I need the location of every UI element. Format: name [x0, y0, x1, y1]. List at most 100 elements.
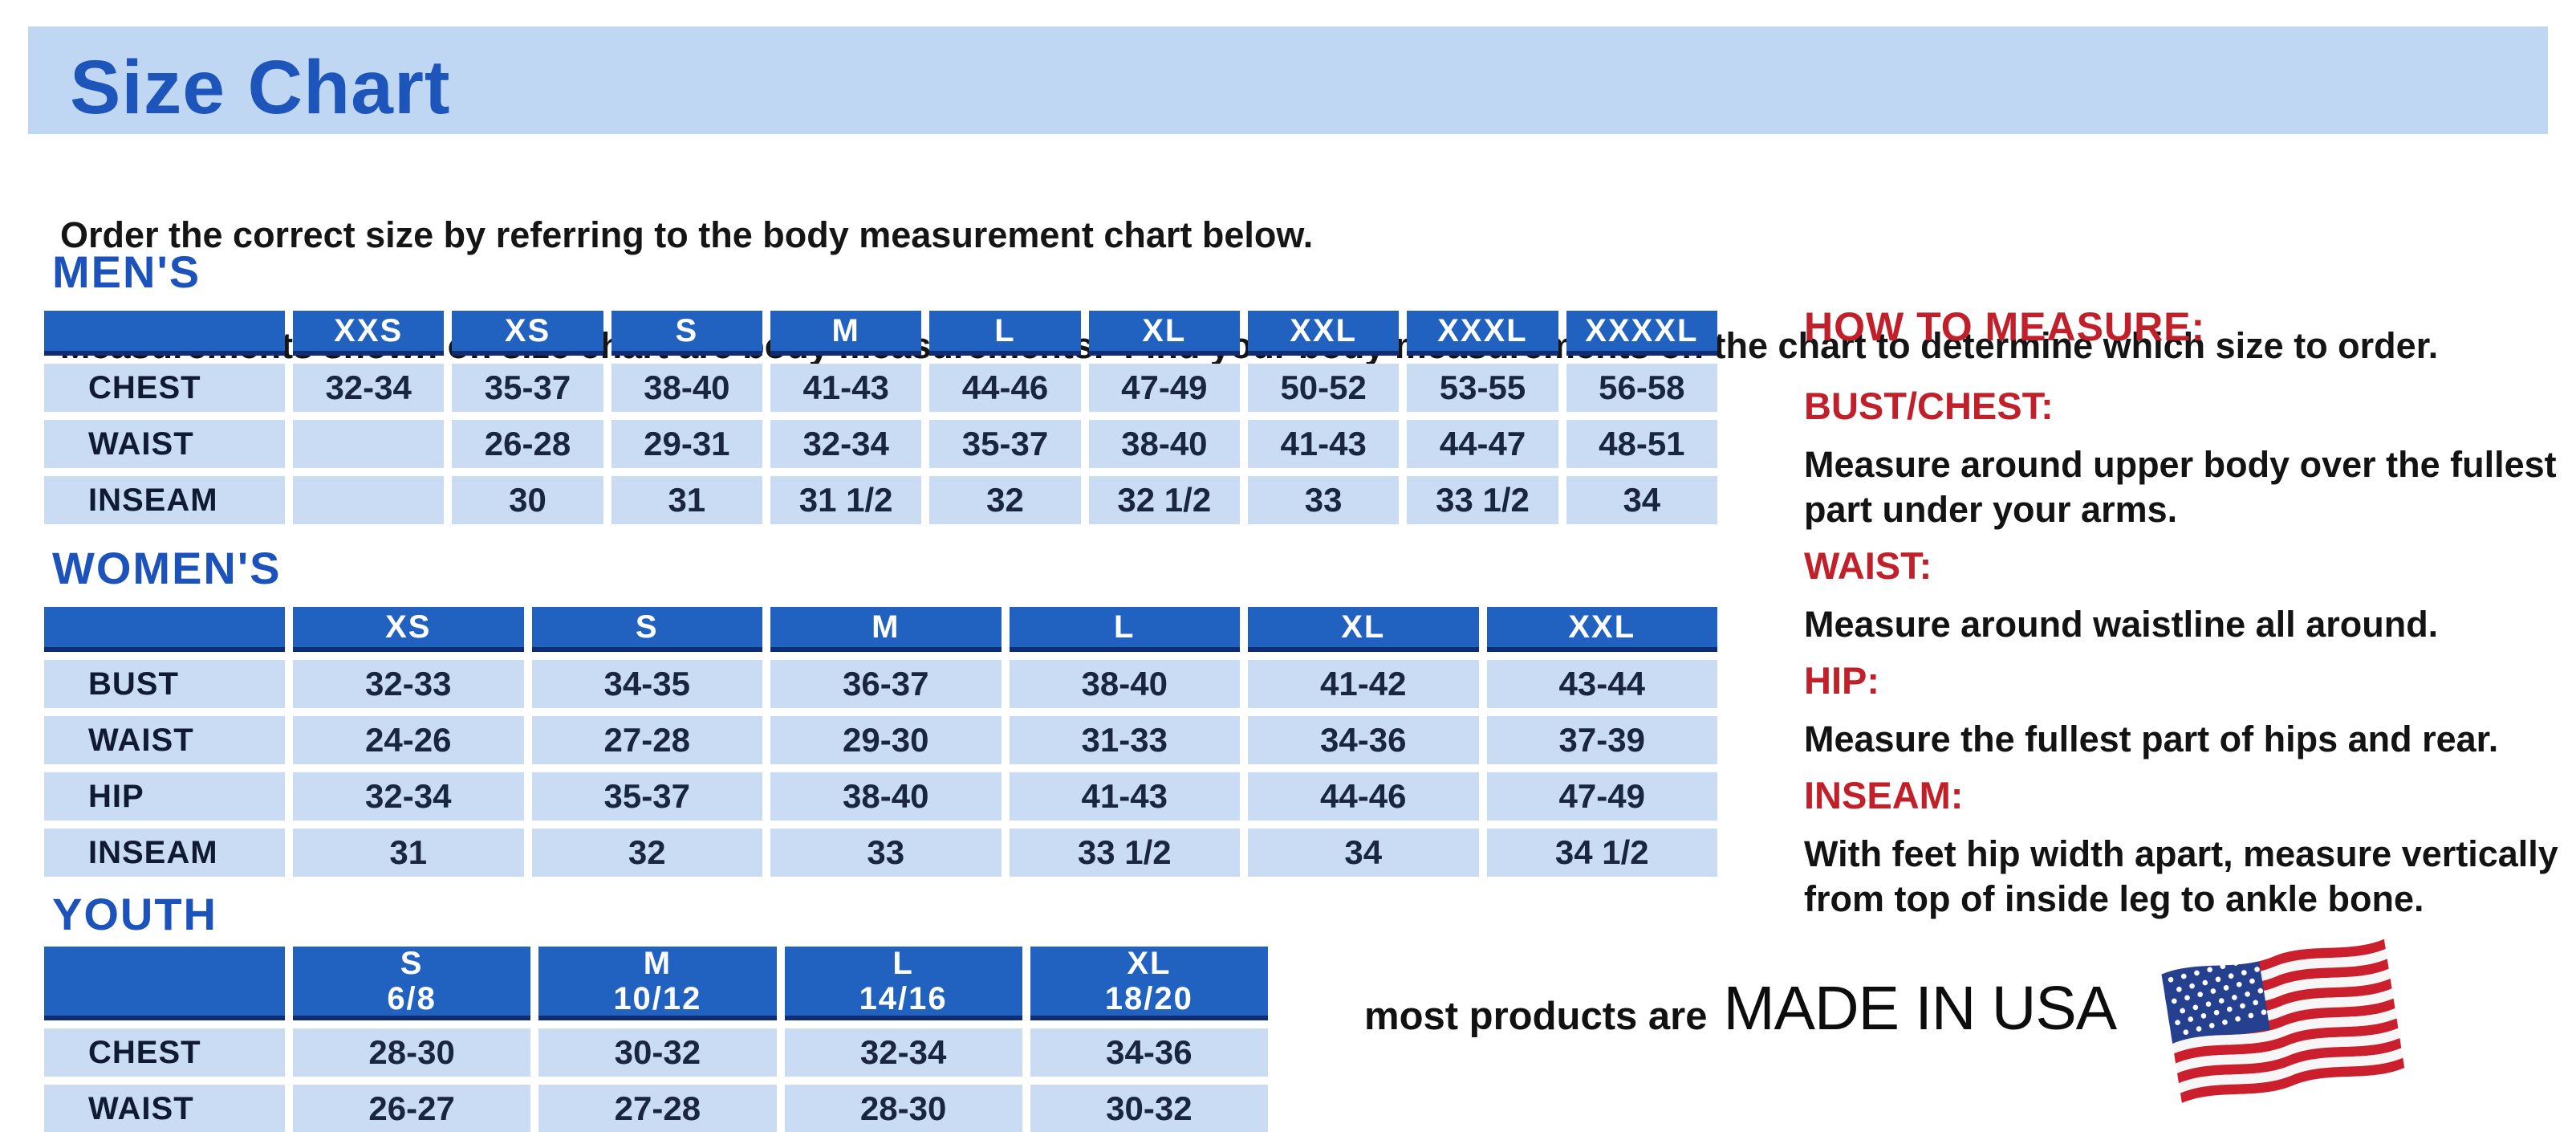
cell-hip-l: 41-43: [1009, 772, 1240, 820]
cell-chest-m: 30-32: [538, 1028, 777, 1077]
corner-cell: [44, 947, 285, 1020]
cell-waist-l: 28-30: [784, 1085, 1022, 1132]
cell-inseam-s: 32: [531, 829, 762, 877]
measure-text-hip: Measure the fullest part of hips and rea…: [1804, 719, 2499, 759]
section-heading-youth: YOUTH: [52, 889, 217, 939]
cell-waist-s: 26-27: [293, 1085, 531, 1132]
section-heading-mens: MEN'S: [52, 246, 201, 297]
cell-inseam-xxl: 34 1/2: [1486, 829, 1717, 877]
cell-waist-xs: 26-28: [452, 420, 603, 468]
title-bar: Size Chart: [28, 26, 2548, 134]
size-table-youth: S 6/8 M 10/12 L 14/16 XL 18/20 CHEST 28-30 30-32 32…: [44, 946, 1268, 1132]
col-header-s: S: [611, 311, 762, 356]
cell-bust-xxl: 43-44: [1486, 660, 1717, 708]
measure-text-inseam: With feet hip width apart, measure verti…: [1804, 833, 2558, 919]
cell-bust-xs: 32-33: [293, 660, 524, 708]
col-header-s: S: [531, 607, 762, 652]
cell-waist-l: 35-37: [929, 420, 1081, 468]
measure-text-waist: Measure around waistline all around.: [1804, 604, 2439, 645]
cell-inseam-xl: 32 1/2: [1088, 476, 1240, 524]
cell-inseam-xs: 30: [452, 476, 603, 524]
col-header-xxl: XXL: [1486, 607, 1717, 652]
col-header-xl: XL 18/20: [1030, 946, 1268, 1020]
intro-line-1: Order the correct size by referring to t…: [60, 214, 1314, 255]
row-label-bust: BUST: [44, 660, 285, 708]
measure-label-bust-chest: BUST/CHEST:: [1804, 385, 2054, 427]
cell-waist-xxl: 41-43: [1247, 420, 1400, 468]
cell-bust-s: 34-35: [531, 660, 762, 708]
cell-waist-xxl: 37-39: [1486, 716, 1717, 764]
size-table-mens: XXS XS S M L XL XXL XXXL XXXXL CHEST 32-34 35-37 38-…: [44, 311, 1717, 524]
cell-chest-xl: 47-49: [1088, 364, 1240, 412]
measure-item-inseam: INSEAM: With feet hip width apart, measu…: [1804, 773, 2576, 922]
col-header-xl: XL: [1248, 607, 1479, 652]
cell-waist-xxs: [293, 420, 445, 468]
cell-waist-xl: 34-36: [1248, 716, 1479, 764]
row-label-inseam: INSEAM: [44, 476, 285, 524]
measure-label-hip: HIP:: [1804, 659, 1879, 702]
cell-waist-s: 27-28: [531, 716, 762, 764]
cell-chest-l: 44-46: [929, 364, 1081, 412]
made-in-usa: most products are MADE IN USA: [1364, 973, 2117, 1044]
measure-item-hip: HIP: Measure the fullest part of hips an…: [1804, 658, 2576, 762]
row-label-hip: HIP: [44, 772, 285, 820]
page-title: Size Chart: [70, 45, 451, 130]
cell-chest-xxxl: 53-55: [1407, 364, 1558, 412]
cell-inseam-xxs: [293, 476, 445, 524]
cell-bust-l: 38-40: [1009, 660, 1240, 708]
cell-waist-xxxxl: 48-51: [1566, 420, 1717, 468]
tables-column: MEN'S XXS XS S M L XL XXL XXXL XXXXL CHEST 32-34 35…: [44, 246, 1721, 1132]
col-header-s: S 6/8: [293, 946, 531, 1020]
col-header-l: L: [929, 311, 1081, 356]
cell-waist-xs: 24-26: [293, 716, 524, 764]
cell-inseam-l: 32: [929, 476, 1081, 524]
cell-inseam-xxxxl: 34: [1566, 476, 1717, 524]
cell-chest-xxs: 32-34: [293, 364, 445, 412]
measure-item-bust-chest: BUST/CHEST: Measure around upper body ov…: [1804, 384, 2576, 532]
cell-waist-m: 32-34: [770, 420, 922, 468]
row-label-waist: WAIST: [44, 716, 285, 764]
col-header-m: M: [770, 311, 922, 356]
cell-inseam-xs: 31: [293, 829, 524, 877]
col-header-m: M 10/12: [538, 946, 777, 1020]
cell-waist-l: 31-33: [1009, 716, 1240, 764]
cell-chest-xs: 35-37: [452, 364, 603, 412]
made-in-usa-prefix: most products are: [1364, 995, 1708, 1038]
col-header-xxxl: XXXL: [1407, 311, 1558, 356]
cell-bust-m: 36-37: [770, 660, 1002, 708]
cell-hip-xxl: 47-49: [1486, 772, 1717, 820]
measure-label-inseam: INSEAM:: [1804, 774, 1964, 816]
col-header-xs: XS: [293, 607, 524, 652]
col-header-l: L 14/16: [784, 946, 1022, 1020]
cell-chest-m: 41-43: [770, 364, 922, 412]
corner-cell: [44, 311, 285, 356]
cell-chest-xl: 34-36: [1030, 1028, 1268, 1077]
made-in-usa-text: MADE IN USA: [1723, 974, 2117, 1043]
row-label-inseam: INSEAM: [44, 829, 285, 877]
measure-text-bust-chest: Measure around upper body over the fulle…: [1804, 444, 2557, 530]
cell-chest-xxxxl: 56-58: [1566, 364, 1717, 412]
col-header-xxl: XXL: [1247, 311, 1400, 356]
measure-label-waist: WAIST:: [1804, 544, 1932, 587]
col-header-m: M: [770, 607, 1002, 652]
cell-inseam-m: 33: [770, 829, 1002, 877]
cell-waist-xxxl: 44-47: [1407, 420, 1558, 468]
cell-waist-m: 27-28: [538, 1085, 777, 1132]
row-label-chest: CHEST: [44, 1028, 285, 1077]
how-to-measure-section: HOW TO MEASURE: BUST/CHEST: Measure arou…: [1804, 303, 2576, 933]
cell-chest-s: 38-40: [611, 364, 762, 412]
cell-inseam-l: 33 1/2: [1009, 829, 1240, 877]
measure-item-waist: WAIST: Measure around waistline all arou…: [1804, 544, 2576, 647]
col-header-xxs: XXS: [293, 311, 445, 356]
row-label-waist: WAIST: [44, 1085, 285, 1132]
cell-waist-xl: 30-32: [1030, 1085, 1268, 1132]
col-header-xl: XL: [1088, 311, 1240, 356]
col-header-xs: XS: [452, 311, 603, 356]
row-label-waist: WAIST: [44, 420, 285, 468]
cell-inseam-xl: 34: [1248, 829, 1479, 877]
cell-inseam-xxl: 33: [1247, 476, 1400, 524]
cell-inseam-m: 31 1/2: [770, 476, 922, 524]
cell-waist-s: 29-31: [611, 420, 762, 468]
cell-hip-xs: 32-34: [293, 772, 524, 820]
cell-bust-xl: 41-42: [1248, 660, 1479, 708]
